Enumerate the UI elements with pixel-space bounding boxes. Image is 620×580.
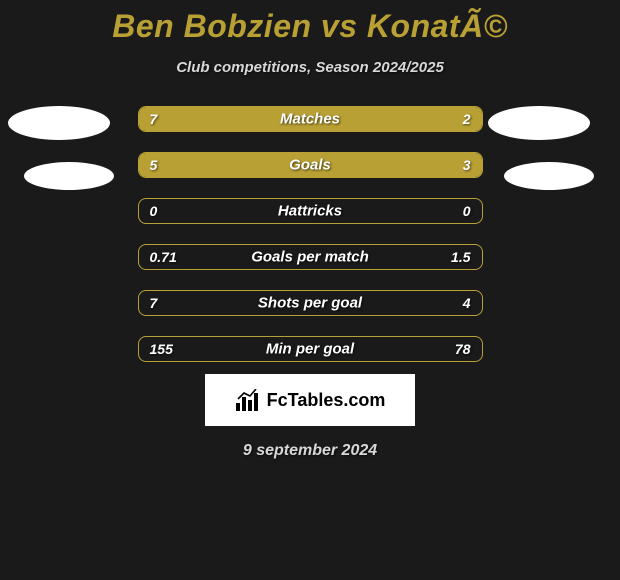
comparison-stage: 7 2 Matches 5 3 Goals 0 0 Hattricks 0.71 1.5 Goals …: [0, 106, 620, 362]
stat-label: Matches: [280, 111, 340, 128]
fctables-logo[interactable]: FcTables.com: [205, 374, 415, 426]
stat-value-left: 7: [150, 111, 158, 127]
stat-row: 0 0 Hattricks: [138, 198, 483, 224]
stat-value-left: 7: [150, 295, 158, 311]
logo-text: FcTables.com: [267, 390, 386, 411]
subtitle: Club competitions, Season 2024/2025: [0, 59, 620, 76]
stat-value-left: 5: [150, 157, 158, 173]
stat-label: Min per goal: [266, 341, 354, 358]
stat-row: 7 2 Matches: [138, 106, 483, 132]
stat-value-right: 2: [463, 111, 471, 127]
stat-fill-left: [139, 107, 396, 131]
stat-value-right: 0: [463, 203, 471, 219]
player-avatar-placeholder: [488, 106, 590, 140]
stat-rows-container: 7 2 Matches 5 3 Goals 0 0 Hattricks 0.71 1.5 Goals …: [138, 106, 483, 362]
chart-bars-icon: [235, 389, 261, 411]
stat-row: 5 3 Goals: [138, 152, 483, 178]
date-label: 9 september 2024: [0, 442, 620, 460]
stat-value-left: 155: [150, 341, 173, 357]
stat-value-left: 0: [150, 203, 158, 219]
stat-row: 155 78 Min per goal: [138, 336, 483, 362]
stat-label: Shots per goal: [258, 295, 362, 312]
stat-fill-right: [344, 153, 481, 177]
player-avatar-placeholder: [504, 162, 594, 190]
stat-value-right: 1.5: [451, 249, 470, 265]
stat-label: Hattricks: [278, 203, 342, 220]
stat-row: 0.71 1.5 Goals per match: [138, 244, 483, 270]
stat-row: 7 4 Shots per goal: [138, 290, 483, 316]
stat-label: Goals: [289, 157, 331, 174]
stat-value-right: 4: [463, 295, 471, 311]
player-avatar-placeholder: [8, 106, 110, 140]
player-avatar-placeholder: [24, 162, 114, 190]
stat-value-left: 0.71: [150, 249, 177, 265]
stat-value-right: 3: [463, 157, 471, 173]
page-title: Ben Bobzien vs KonatÃ©: [0, 0, 620, 45]
stat-value-right: 78: [455, 341, 471, 357]
stat-label: Goals per match: [251, 249, 369, 266]
